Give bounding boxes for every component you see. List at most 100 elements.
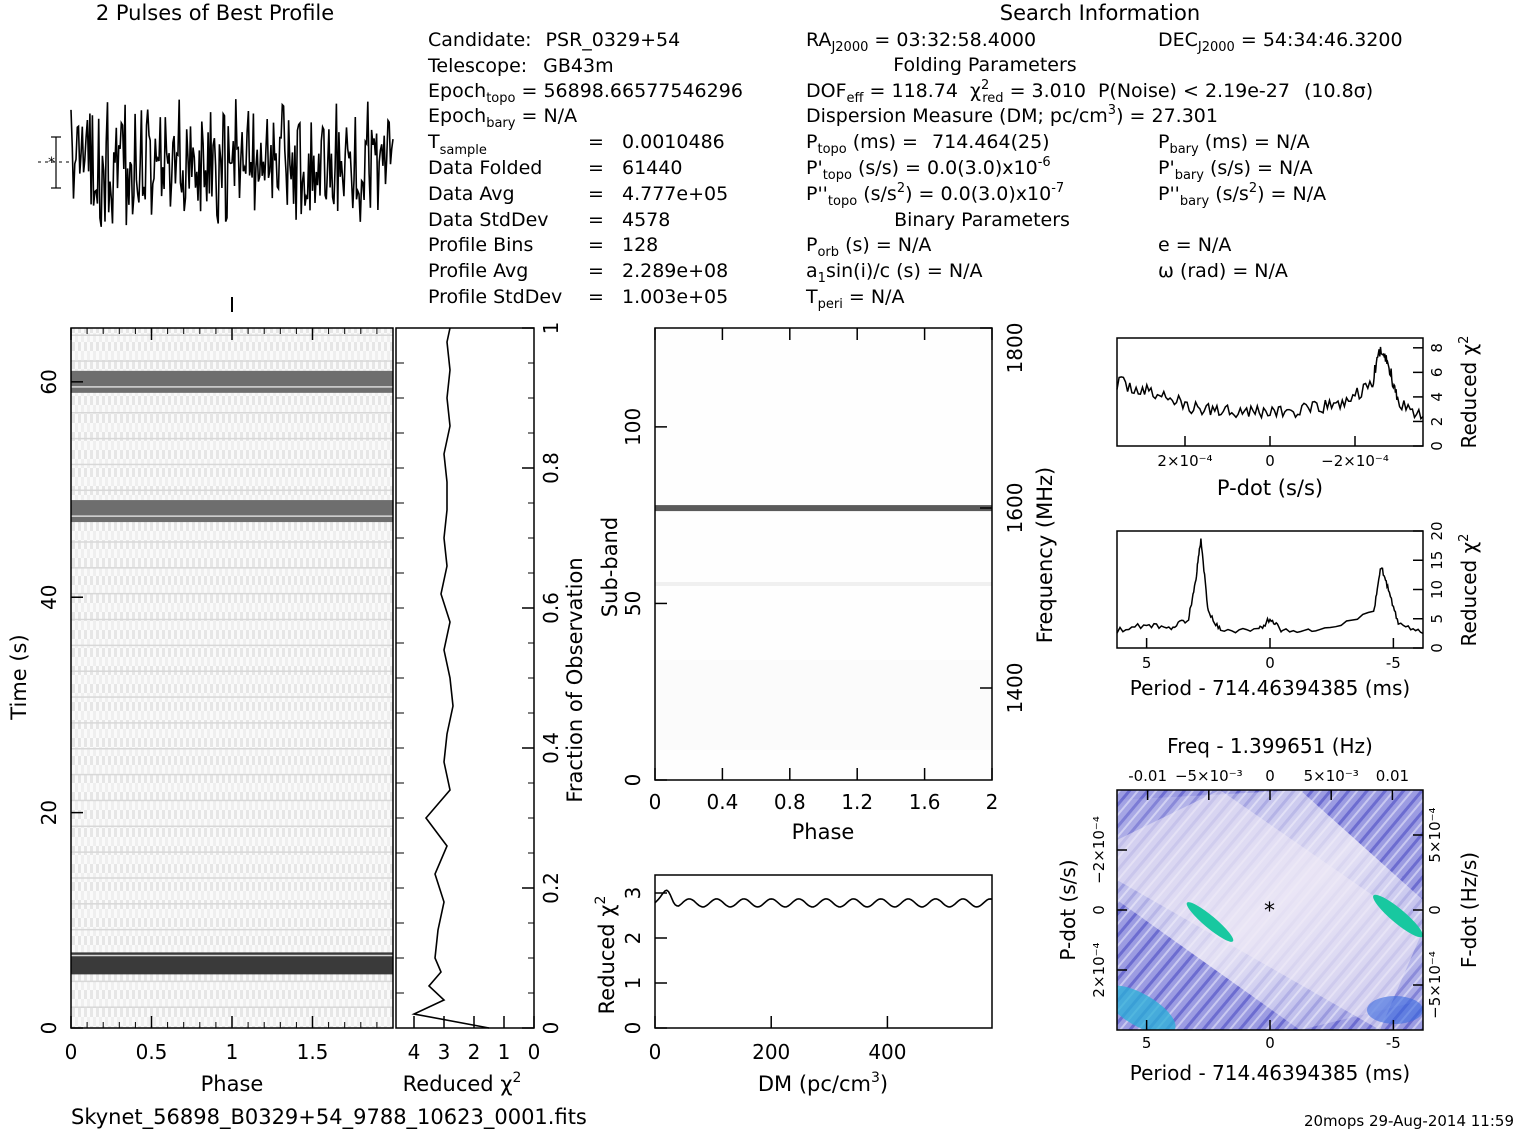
time-phase-row [71,541,393,543]
tc-xtick-label: 4 [408,1040,421,1064]
svg-text:Telescope:GB43m: Telescope: GB43m [427,55,614,77]
tp-xtick-label: 0 [65,1040,78,1064]
time-phase-row [71,644,393,647]
tp-ytick-label: 40 [37,585,61,610]
pe-xtick-label: -5 [1386,654,1401,672]
pe-ytick-label: 5 [1428,614,1446,624]
tc-ytick-label: 0.4 [539,732,563,764]
pdot-chi2-line [1116,346,1424,421]
time-phase-row [71,748,393,750]
tp-ytick-label: 60 [37,369,61,394]
pp-x2tick-label: 0.01 [1376,767,1409,785]
svg-text:Profile Avg: Profile Avg [428,260,528,282]
time-phase-row [71,825,393,828]
pp-xlabel: Period - 714.46394385 (ms) [1130,1061,1411,1085]
sb-y2tick-label: 1800 [1003,323,1027,374]
pe-ytick-label: 15 [1428,551,1446,570]
pp-x2tick-label: 5×10⁻³ [1304,767,1359,785]
svg-text:Profile StdDev: Profile StdDev [428,286,562,308]
sb-xtick-label: 2 [986,790,999,814]
dm-xlabel: DM (pc/cm3) [758,1070,888,1096]
tc-xtick-label: 0 [528,1040,541,1064]
pd-xtick-label: −2×10⁻⁴ [1321,452,1389,470]
time-axis-label: Time (s) [7,634,31,720]
dm-xtick-label: 0 [649,1040,662,1064]
svg-text:=: = [588,260,604,282]
svg-text:Data Folded: Data Folded [428,157,542,179]
subband-xlabel: Phase [792,820,855,844]
sb-y2tick-label: 1600 [1003,483,1027,534]
dm-xtick-label: 400 [868,1040,906,1064]
svg-text:Ptopo (ms) = 714.464(25): Ptopo (ms) = 714.464(25) [806,131,1050,157]
tc-ytick-label: 0.8 [539,452,563,484]
svg-text:128: 128 [622,234,658,256]
time-phase-row [71,567,393,569]
filename: Skynet_56898_B0329+54_9788_10623_0001.fi… [71,1105,587,1130]
time-phase-row [71,670,393,672]
svg-text:Epochbary = N/A: Epochbary = N/A [428,105,577,131]
svg-text:Dispersion Measure (DM; pc/cm3: Dispersion Measure (DM; pc/cm3) = 27.301 [806,103,1218,127]
svg-text:P''bary (s/s2) = N/A: P''bary (s/s2) = N/A [1158,181,1326,209]
svg-text:4578: 4578 [622,209,670,231]
tp-xtick-label: 1 [226,1040,239,1064]
best-fit-marker: * [1264,899,1275,924]
search-title: Search Information [1000,1,1200,25]
period-ylabel: Reduced χ2 [1457,534,1481,647]
time-phase-row [71,437,393,440]
svg-text:ω (rad) = N/A: ω (rad) = N/A [1158,260,1288,282]
svg-text:Epochtopo = 56898.66577546296: Epochtopo = 56898.66577546296 [428,80,743,106]
sb-xtick-label: 1.6 [909,790,941,814]
pp-ylabel: P-dot (s/s) [1056,859,1080,960]
time-phase-row [71,773,393,776]
pp-y2tick-label: −5×10⁻⁴ [1426,951,1444,1019]
time-phase-band-1 [71,500,393,523]
time-phase-panel: 0 0.5 1 1.5 0 20 40 60 Phase Time (s) [7,297,394,1096]
tp-xtick-label: 1.5 [297,1040,329,1064]
pd-ytick-label: 6 [1428,368,1446,378]
time-phase-row [71,1006,393,1008]
pp-ytick-label: 0 [1090,905,1108,915]
sb-y2tick-label: 1400 [1003,663,1027,714]
time-phase-row [71,386,393,388]
pd-ytick-label: 4 [1428,392,1446,402]
time-phase-row [71,928,393,931]
tc-ytick-label: 0.2 [539,872,563,904]
period-xlabel: Period - 714.46394385 (ms) [1130,676,1411,700]
info-block: Candidate: PSR_0329+54 Telescope: GB43m Ep… [427,29,743,308]
freq-top-label: Freq - 1.399651 (Hz) [1167,734,1373,758]
svg-text:=: = [588,157,604,179]
pd-ytick-label: 2 [1428,417,1446,427]
svg-text:1.003e+05: 1.003e+05 [622,286,728,308]
pe-xtick-label: 0 [1265,654,1275,672]
svg-text:=: = [588,234,604,256]
pe-ytick-label: 0 [1428,643,1446,653]
svg-text:Data Avg: Data Avg [428,183,515,205]
pp-xtick-label: 0 [1265,1034,1275,1052]
folding-title: Folding Parameters [893,54,1076,76]
dm-xtick-label: 200 [752,1040,790,1064]
svg-text:2.289e+08: 2.289e+08 [622,260,728,282]
time-phase-row [71,722,393,724]
pdot-ylabel: Reduced χ2 [1457,336,1481,449]
tc-ytick-label: 0.6 [539,592,563,624]
dm-chi2-line [654,889,993,908]
pp-x2tick-label: -0.01 [1128,767,1167,785]
tc-ytick-label: 1 [539,322,563,335]
pe-xtick-label: 5 [1142,654,1152,672]
subband-panel: 0 0.4 0.8 1.2 1.6 2 0 50 100 1400 1600 1800 Phase S… [598,323,1057,844]
svg-text:=: = [588,286,604,308]
svg-text:=: = [588,183,604,205]
time-phase-row [71,799,393,802]
profile-line [70,99,394,227]
reduced-chi2-label: Reduced χ2 [403,1070,522,1096]
time-phase-row [71,515,393,517]
sb-ytick-label: 100 [621,408,645,446]
period-chi2-line [1116,538,1424,635]
time-phase-bands [71,334,393,1008]
time-phase-row [71,980,393,983]
svg-text:RAJ2000 = 03:32:58.4000: RAJ2000 = 03:32:58.4000 [806,29,1036,55]
svg-text:P''topo (s/s2) = 0.0(3.0)x10-7: P''topo (s/s2) = 0.0(3.0)x10-7 [806,181,1064,209]
frequency-label: Frequency (MHz) [1033,467,1057,643]
pd-xtick-label: 0 [1265,452,1275,470]
tc-xtick-label: 1 [498,1040,511,1064]
